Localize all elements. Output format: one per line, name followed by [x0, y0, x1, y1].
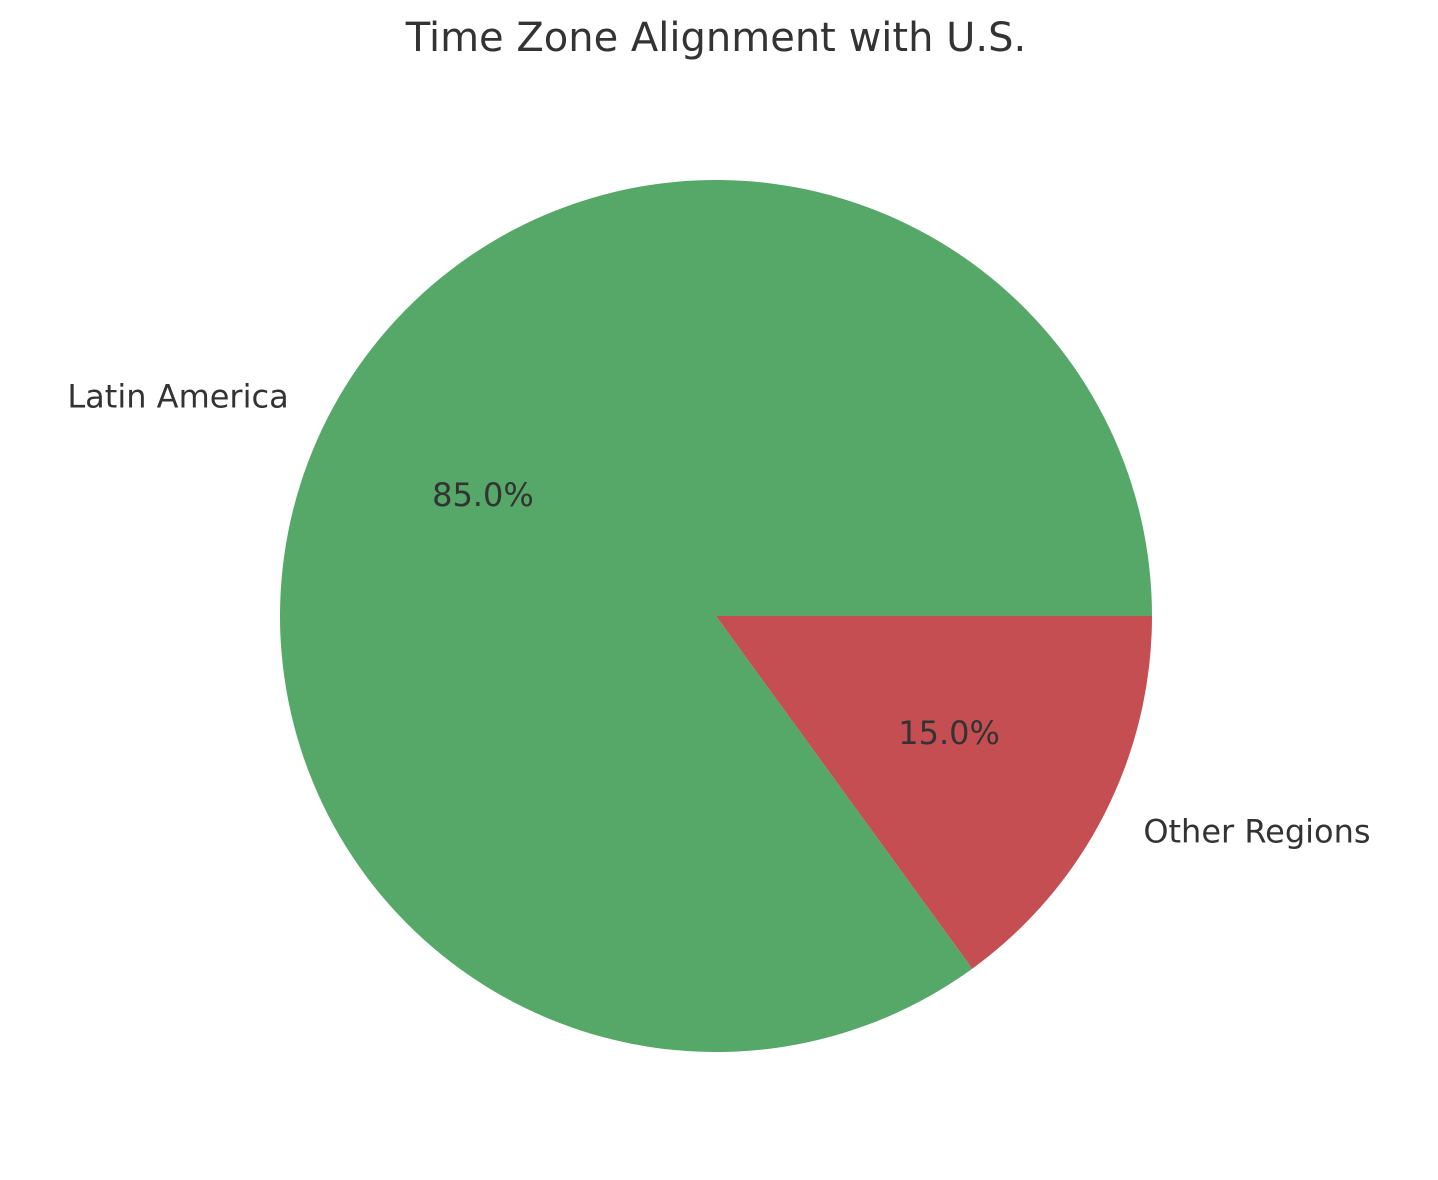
slice-label: Latin America: [67, 377, 288, 415]
pie-slice: [279, 179, 1152, 1053]
percent-label: 15.0%: [898, 714, 1000, 752]
pie-slice: [716, 616, 1152, 969]
percent-label: 85.0%: [432, 476, 534, 514]
slice-label: Other Regions: [1143, 813, 1370, 851]
chart-title: Time Zone Alignment with U.S.: [405, 15, 1027, 61]
